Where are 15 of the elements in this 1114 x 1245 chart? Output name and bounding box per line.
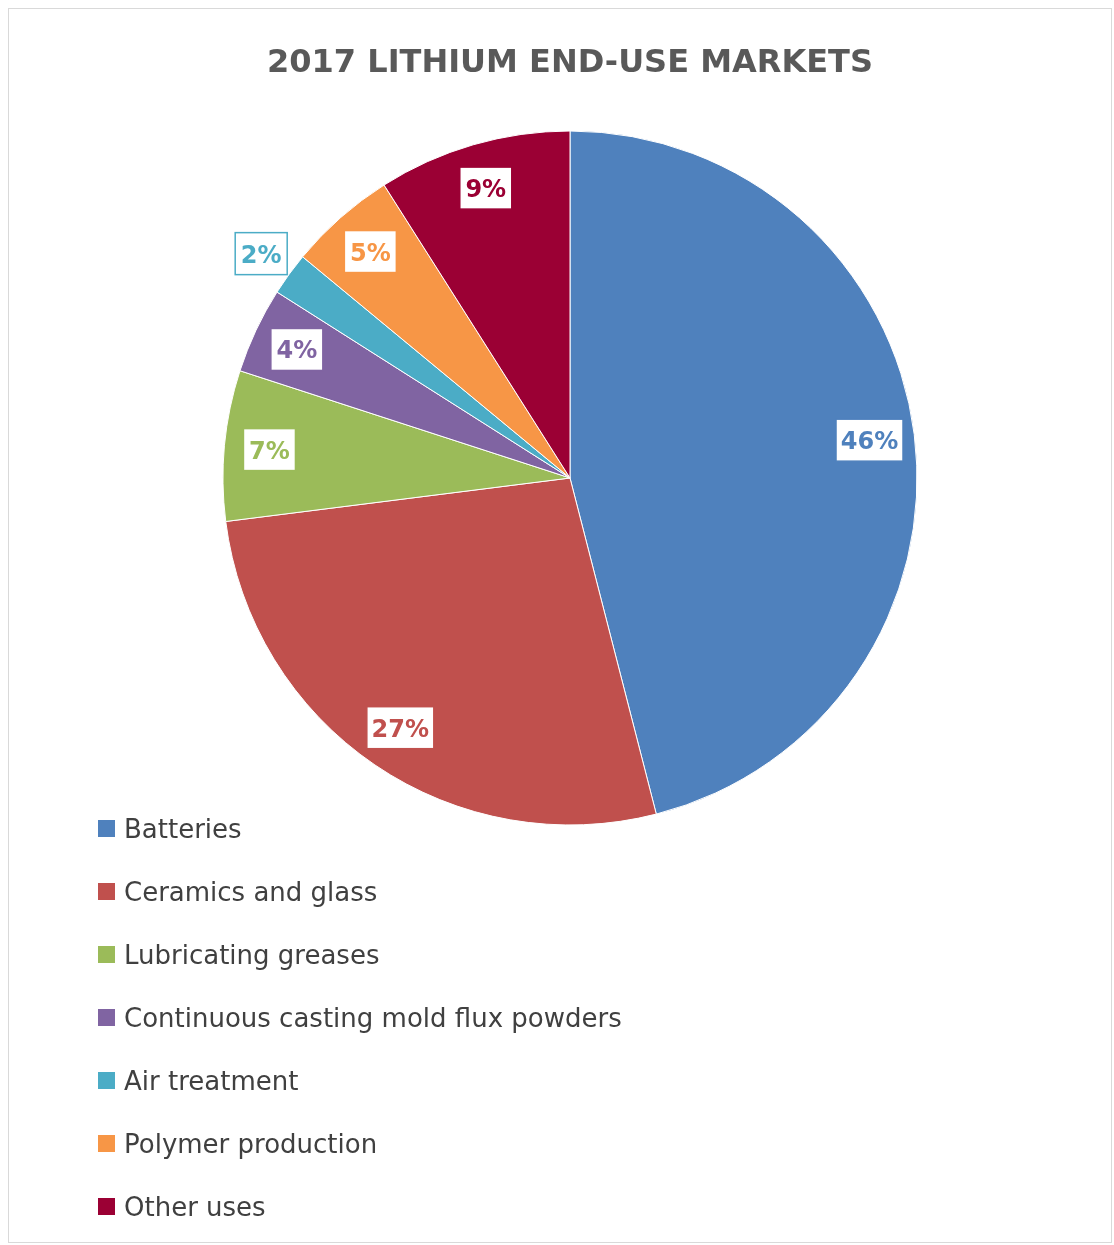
data-label: 27% (371, 714, 430, 743)
legend-label: Ceramics and glass (124, 877, 378, 907)
legend-label: Continuous casting mold flux powders (124, 1003, 622, 1033)
chart-title: 2017 LITHIUM END-USE MARKETS (267, 42, 873, 80)
data-label: 46% (840, 427, 899, 456)
data-label: 5% (349, 238, 391, 267)
data-label: 2% (240, 240, 282, 269)
legend-label: Air treatment (124, 1066, 299, 1096)
legend-label: Other uses (124, 1192, 266, 1222)
data-label: 7% (249, 436, 290, 465)
legend-label: Lubricating greases (124, 940, 380, 970)
legend-label: Polymer production (124, 1129, 378, 1159)
data-label: 9% (465, 175, 507, 204)
legend-label: Batteries (124, 814, 242, 844)
data-label: 4% (276, 336, 318, 365)
